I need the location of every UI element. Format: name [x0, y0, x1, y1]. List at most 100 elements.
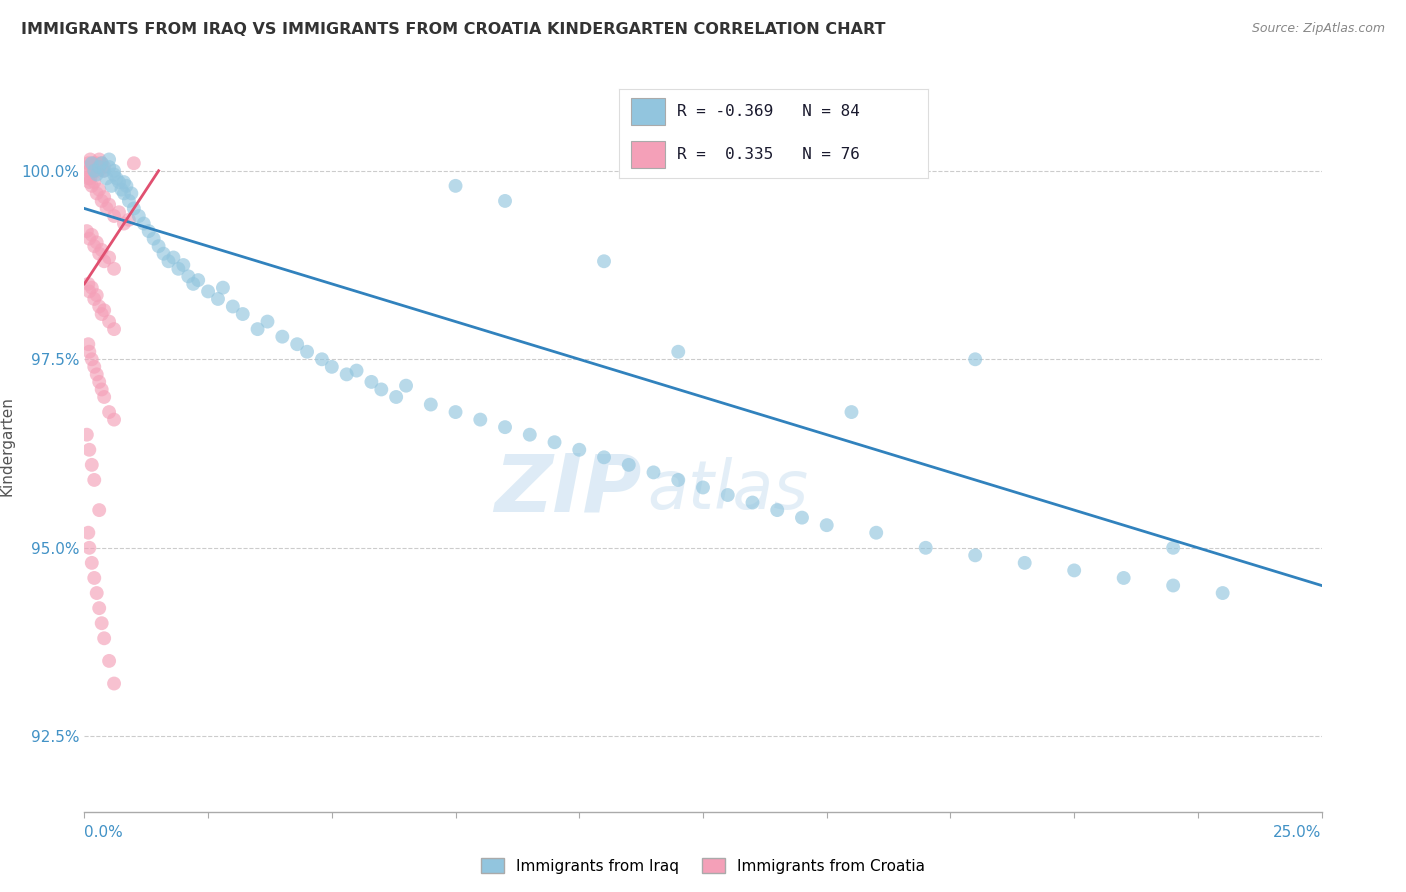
Point	[93, 190, 115, 204]
Legend: Immigrants from Iraq, Immigrants from Croatia: Immigrants from Iraq, Immigrants from Cr…	[475, 852, 931, 880]
Point	[419, 398, 441, 412]
Bar	[631, 141, 665, 168]
Point	[965, 549, 987, 563]
Point	[93, 390, 115, 404]
Point	[79, 442, 101, 457]
Point	[103, 412, 125, 426]
Point	[77, 156, 100, 170]
Point	[80, 458, 103, 472]
Point	[89, 375, 111, 389]
Point	[76, 160, 98, 174]
Text: R =  0.335   N = 76: R = 0.335 N = 76	[678, 147, 860, 161]
Point	[132, 217, 155, 231]
Point	[108, 175, 131, 189]
Point	[103, 209, 125, 223]
Point	[815, 518, 838, 533]
Point	[157, 254, 180, 268]
Point	[93, 632, 115, 646]
Point	[76, 427, 98, 442]
Point	[103, 676, 125, 690]
Point	[568, 442, 591, 457]
Point	[90, 307, 112, 321]
Point	[83, 359, 105, 374]
Point	[212, 280, 235, 294]
Point	[86, 288, 108, 302]
Point	[89, 153, 111, 167]
Point	[80, 178, 103, 193]
Point	[666, 473, 689, 487]
Point	[83, 239, 105, 253]
Point	[311, 352, 333, 367]
Point	[90, 156, 112, 170]
Point	[79, 541, 101, 555]
Point	[86, 186, 108, 201]
Point	[142, 232, 165, 246]
Point	[89, 601, 111, 615]
Point	[162, 251, 184, 265]
Point	[77, 337, 100, 351]
Point	[841, 405, 863, 419]
Point	[76, 224, 98, 238]
Point	[692, 480, 714, 494]
Point	[90, 194, 112, 208]
Point	[1014, 556, 1036, 570]
Point	[865, 525, 887, 540]
Point	[90, 156, 112, 170]
Point	[96, 171, 118, 186]
Point	[285, 337, 308, 351]
Point	[246, 322, 269, 336]
Point	[766, 503, 789, 517]
Point	[77, 277, 100, 291]
Point	[122, 202, 145, 216]
Point	[83, 473, 105, 487]
Point	[118, 212, 141, 227]
Point	[86, 156, 108, 170]
Point	[120, 186, 142, 201]
Text: 0.0%: 0.0%	[84, 825, 124, 840]
Point	[87, 163, 110, 178]
Y-axis label: Kindergarten: Kindergarten	[0, 396, 14, 496]
Point	[93, 254, 115, 268]
Point	[519, 427, 541, 442]
Point	[444, 405, 467, 419]
Point	[110, 183, 132, 197]
Point	[80, 160, 103, 174]
Text: 25.0%: 25.0%	[1274, 825, 1322, 840]
Point	[112, 217, 135, 231]
Point	[181, 277, 204, 291]
Point	[197, 285, 219, 299]
Text: ZIP: ZIP	[494, 450, 641, 529]
Point	[91, 163, 114, 178]
Point	[98, 315, 121, 329]
Point	[128, 209, 150, 223]
Point	[108, 205, 131, 219]
Point	[93, 160, 115, 174]
Point	[80, 556, 103, 570]
Point	[77, 525, 100, 540]
Point	[385, 390, 408, 404]
Text: Source: ZipAtlas.com: Source: ZipAtlas.com	[1251, 22, 1385, 36]
Point	[83, 163, 105, 178]
Text: IMMIGRANTS FROM IRAQ VS IMMIGRANTS FROM CROATIA KINDERGARTEN CORRELATION CHART: IMMIGRANTS FROM IRAQ VS IMMIGRANTS FROM …	[21, 22, 886, 37]
Point	[83, 175, 105, 189]
Point	[346, 363, 368, 377]
Point	[103, 163, 125, 178]
Point	[118, 194, 141, 208]
Point	[96, 202, 118, 216]
Point	[100, 178, 122, 193]
Point	[494, 194, 516, 208]
Point	[370, 383, 392, 397]
Point	[83, 292, 105, 306]
Point	[122, 156, 145, 170]
Point	[79, 344, 101, 359]
Point	[93, 303, 115, 318]
Point	[79, 285, 101, 299]
Point	[98, 153, 121, 167]
Point	[79, 171, 101, 186]
Point	[80, 280, 103, 294]
Point	[336, 368, 359, 382]
Point	[86, 235, 108, 250]
Point	[86, 586, 108, 600]
Point	[232, 307, 254, 321]
Point	[914, 541, 936, 555]
